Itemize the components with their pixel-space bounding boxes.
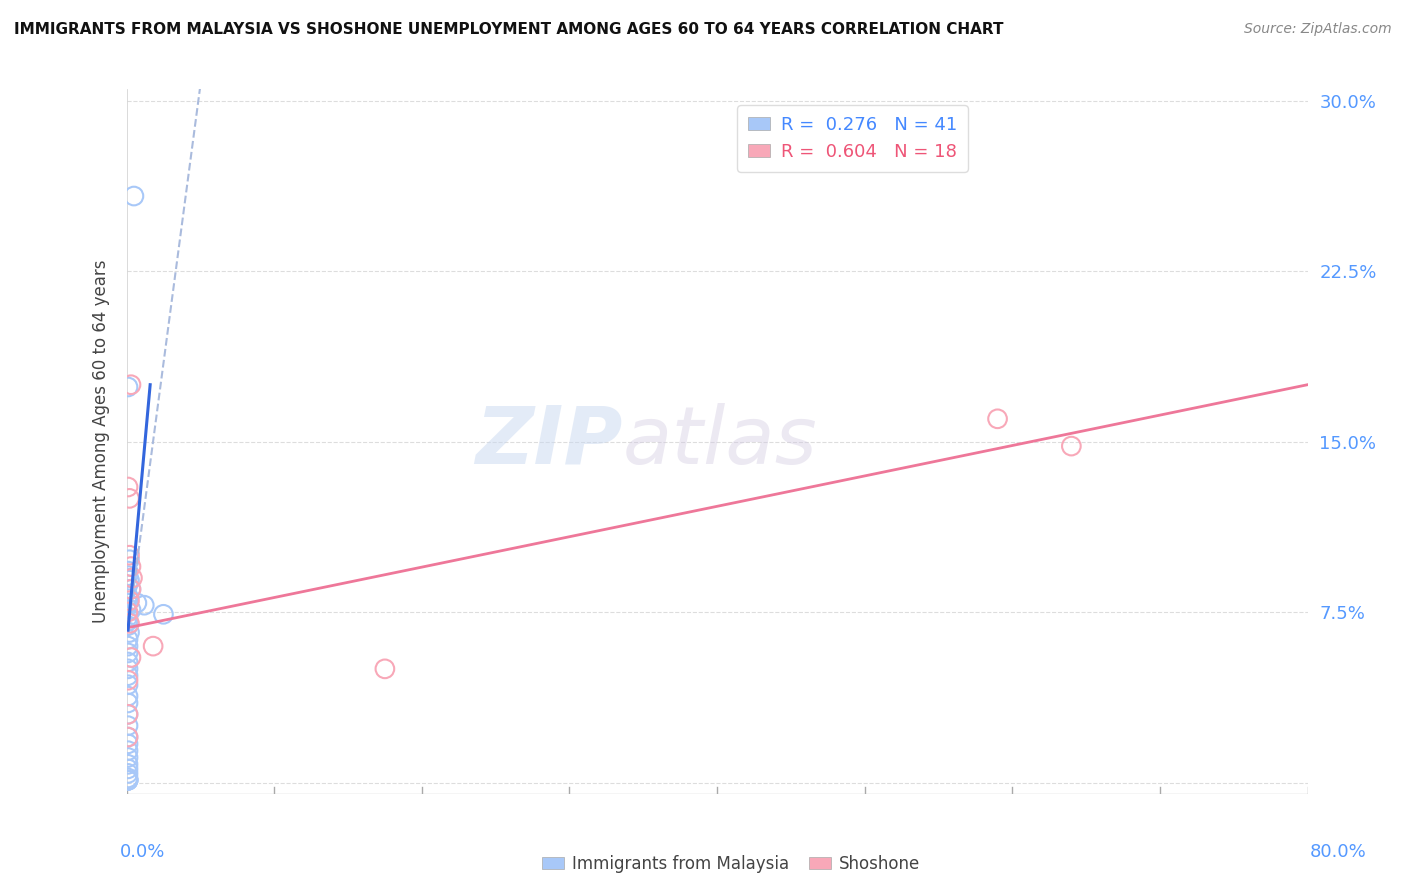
- Legend: R =  0.276   N = 41, R =  0.604   N = 18: R = 0.276 N = 41, R = 0.604 N = 18: [737, 105, 967, 172]
- Point: [117, 773, 139, 788]
- Point: [117, 678, 139, 692]
- Point: [117, 662, 139, 676]
- Point: [120, 582, 142, 597]
- Point: [117, 639, 139, 653]
- Point: [117, 605, 139, 619]
- Point: [117, 589, 139, 603]
- Point: [117, 655, 139, 669]
- Point: [117, 762, 139, 776]
- Point: [118, 625, 141, 640]
- Point: [117, 730, 139, 744]
- Point: [118, 548, 141, 562]
- Point: [121, 571, 143, 585]
- Point: [117, 707, 139, 722]
- Point: [117, 668, 139, 682]
- Point: [987, 412, 1010, 426]
- Point: [117, 632, 139, 647]
- Point: [117, 578, 139, 592]
- Point: [117, 707, 139, 722]
- Y-axis label: Unemployment Among Ages 60 to 64 years: Unemployment Among Ages 60 to 64 years: [91, 260, 110, 624]
- Text: IMMIGRANTS FROM MALAYSIA VS SHOSHONE UNEMPLOYMENT AMONG AGES 60 TO 64 YEARS CORR: IMMIGRANTS FROM MALAYSIA VS SHOSHONE UNE…: [14, 22, 1004, 37]
- Point: [117, 568, 139, 582]
- Point: [142, 639, 165, 653]
- Point: [117, 618, 139, 632]
- Point: [117, 766, 139, 780]
- Point: [117, 380, 139, 394]
- Point: [120, 603, 142, 617]
- Text: Source: ZipAtlas.com: Source: ZipAtlas.com: [1244, 22, 1392, 37]
- Point: [1060, 439, 1083, 453]
- Point: [117, 750, 139, 764]
- Point: [117, 737, 139, 751]
- Point: [117, 719, 139, 733]
- Text: 0.0%: 0.0%: [120, 843, 165, 861]
- Point: [120, 582, 142, 597]
- Point: [117, 480, 139, 494]
- Point: [120, 559, 142, 574]
- Text: 80.0%: 80.0%: [1310, 843, 1367, 861]
- Point: [117, 596, 139, 610]
- Point: [117, 564, 139, 578]
- Point: [152, 607, 174, 622]
- Point: [118, 593, 141, 607]
- Point: [134, 598, 156, 612]
- Text: ZIP: ZIP: [475, 402, 623, 481]
- Point: [117, 773, 139, 788]
- Point: [120, 650, 142, 665]
- Point: [117, 773, 139, 788]
- Point: [117, 646, 139, 660]
- Point: [118, 573, 141, 587]
- Point: [117, 689, 139, 703]
- Legend: Immigrants from Malaysia, Shoshone: Immigrants from Malaysia, Shoshone: [536, 848, 927, 880]
- Point: [117, 771, 139, 785]
- Point: [117, 730, 139, 744]
- Point: [117, 614, 139, 628]
- Point: [120, 377, 142, 392]
- Point: [118, 616, 141, 631]
- Text: atlas: atlas: [623, 402, 817, 481]
- Point: [117, 757, 139, 772]
- Point: [117, 673, 139, 688]
- Point: [122, 189, 145, 203]
- Point: [117, 696, 139, 710]
- Point: [117, 609, 139, 624]
- Point: [117, 744, 139, 758]
- Point: [125, 596, 148, 610]
- Point: [118, 491, 141, 506]
- Point: [117, 773, 139, 788]
- Point: [374, 662, 396, 676]
- Point: [118, 553, 141, 567]
